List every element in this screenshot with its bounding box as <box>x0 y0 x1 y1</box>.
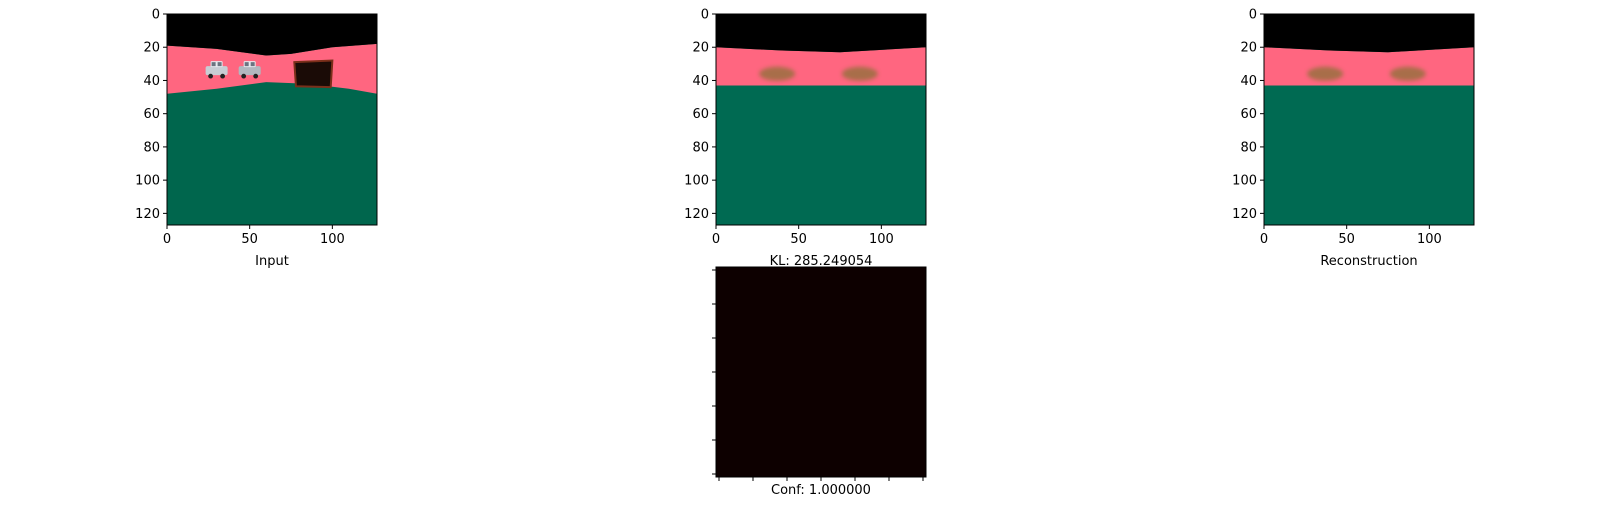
y-tick-label: 120 <box>1232 207 1257 222</box>
y-tick-label: 80 <box>692 140 709 155</box>
y-tick-label: 100 <box>135 174 160 189</box>
y-tick-label: 80 <box>1240 140 1257 155</box>
x-tick-label: 50 <box>1338 232 1355 247</box>
y-tick-label: 0 <box>152 8 160 23</box>
y-tick-label: 100 <box>1232 174 1257 189</box>
blurred-car-blob <box>759 66 796 81</box>
x-tick-label: 100 <box>320 232 345 247</box>
conf-heatmap <box>716 267 926 477</box>
x-tick-label: 0 <box>712 232 720 247</box>
input-panel: 0 50 100 0 20 40 60 80 100 120 Input <box>135 8 378 269</box>
conf-caption: Conf: 1.000000 <box>771 483 871 498</box>
reconstruction-panel: 0 50 100 0 20 40 60 80 100 120 Reconstruction <box>1232 8 1475 269</box>
y-tick-label: 20 <box>143 41 160 56</box>
y-tick-label: 40 <box>1240 74 1257 89</box>
x-tick-label: 50 <box>790 232 807 247</box>
sky-region <box>716 14 926 53</box>
blurred-car-blob <box>1307 66 1344 81</box>
y-tick-label: 0 <box>701 8 709 23</box>
blurred-car-blob <box>1389 66 1426 81</box>
input-caption: Input <box>255 254 289 269</box>
kl-panel: 0 50 100 0 20 40 60 80 100 120 KL: 285.249054 <box>684 8 927 269</box>
x-tick-label: 0 <box>1260 232 1268 247</box>
sky-region <box>167 14 377 56</box>
y-tick-label: 20 <box>1240 41 1257 56</box>
y-tick-label: 60 <box>143 107 160 122</box>
car-sprite <box>238 61 261 79</box>
dark-box-obstacle <box>293 59 334 89</box>
y-tick-label: 60 <box>1240 107 1257 122</box>
kl-caption: KL: 285.249054 <box>770 254 873 269</box>
road-region <box>1264 47 1474 86</box>
y-tick-label: 40 <box>143 74 160 89</box>
y-tick-label: 80 <box>143 140 160 155</box>
x-tick-label: 0 <box>163 232 171 247</box>
x-tick-label: 100 <box>869 232 894 247</box>
y-tick-label: 120 <box>135 207 160 222</box>
road-region <box>716 47 926 86</box>
y-tick-label: 20 <box>692 41 709 56</box>
blurred-car-blob <box>841 66 878 81</box>
x-tick-label: 100 <box>1417 232 1442 247</box>
y-tick-label: 100 <box>684 174 709 189</box>
x-tick-label: 50 <box>241 232 258 247</box>
car-sprite <box>205 61 228 79</box>
y-tick-label: 40 <box>692 74 709 89</box>
conf-panel: Conf: 1.000000 <box>712 266 927 498</box>
y-tick-label: 60 <box>692 107 709 122</box>
y-tick-label: 120 <box>684 207 709 222</box>
reconstruction-caption: Reconstruction <box>1320 254 1417 269</box>
sky-region <box>1264 14 1474 53</box>
y-tick-label: 0 <box>1249 8 1257 23</box>
